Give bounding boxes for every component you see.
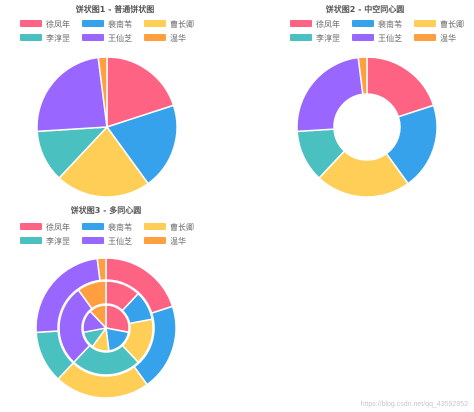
legend-swatch-5[interactable]: [414, 34, 436, 41]
legend-swatch-5[interactable]: [144, 237, 166, 244]
chart-1-slices: [36, 56, 178, 198]
legend-swatch-1[interactable]: [82, 223, 104, 230]
legend-label-1[interactable]: 裴南苇: [108, 19, 132, 29]
slice-徐凤年-ring-2[interactable]: [105, 304, 130, 334]
legend-label-1[interactable]: 裴南苇: [108, 222, 132, 232]
legend-label-1[interactable]: 裴南苇: [378, 19, 402, 29]
legend-swatch-2[interactable]: [414, 20, 436, 27]
legend-swatch-4[interactable]: [352, 34, 374, 41]
legend-swatch-2[interactable]: [144, 223, 166, 230]
legend-label-4[interactable]: 王仙芝: [108, 236, 132, 246]
slice-温华-ring-0[interactable]: [96, 257, 107, 282]
legend-label-0[interactable]: 徐凤年: [46, 19, 70, 29]
watermark: https://blog.csdn.net/qq_43592852: [360, 401, 468, 408]
legend-label-0[interactable]: 徐凤年: [316, 19, 340, 29]
legend-swatch-4[interactable]: [82, 34, 104, 41]
legend-swatch-2[interactable]: [144, 20, 166, 27]
slice-徐凤年-ring-0[interactable]: [106, 56, 175, 129]
legend-label-5[interactable]: 温华: [170, 33, 186, 43]
legend-swatch-1[interactable]: [352, 20, 374, 27]
chart-3-slices: [35, 257, 177, 399]
legend-label-4[interactable]: 王仙芝: [108, 33, 132, 43]
slice-曹长卿-ring-0[interactable]: [58, 125, 150, 198]
legend-swatch-0[interactable]: [20, 223, 42, 230]
chart-3-title: 饼状图3 - 多同心圆: [71, 205, 141, 215]
legend-swatch-4[interactable]: [82, 237, 104, 244]
slice-温华-ring-0[interactable]: [357, 56, 368, 96]
legend-label-0[interactable]: 徐凤年: [46, 222, 70, 232]
slice-温华-ring-1[interactable]: [77, 280, 107, 310]
chart-2-title: 饼状图2 - 中空同心圆: [326, 4, 404, 14]
slice-温华-ring-2[interactable]: [89, 304, 107, 330]
slice-裴南苇-ring-0[interactable]: [105, 104, 178, 185]
legend-swatch-3[interactable]: [290, 34, 312, 41]
legend-label-2[interactable]: 曹长卿: [170, 222, 194, 232]
legend-swatch-0[interactable]: [20, 20, 42, 27]
legend-swatch-1[interactable]: [82, 20, 104, 27]
slice-王仙芝-ring-0[interactable]: [296, 56, 364, 133]
legend-label-5[interactable]: 温华: [170, 236, 186, 246]
chart-1-title: 饼状图1 - 普通饼状图: [76, 4, 154, 14]
chart-2-slices: [296, 56, 438, 198]
legend-swatch-3[interactable]: [20, 34, 42, 41]
legend-swatch-5[interactable]: [144, 34, 166, 41]
legend-label-4[interactable]: 王仙芝: [378, 33, 402, 43]
legend-label-5[interactable]: 温华: [440, 33, 456, 43]
legend-label-2[interactable]: 曹长卿: [440, 19, 464, 29]
slice-王仙芝-ring-0[interactable]: [36, 56, 108, 133]
legend-swatch-0[interactable]: [290, 20, 312, 27]
legend-label-3[interactable]: 李淳罡: [46, 33, 70, 43]
legend-label-2[interactable]: 曹长卿: [170, 19, 194, 29]
slice-温华-ring-0[interactable]: [97, 56, 108, 128]
legend-label-3[interactable]: 李淳罡: [46, 236, 70, 246]
legend-swatch-3[interactable]: [20, 237, 42, 244]
legend-label-3[interactable]: 李淳罡: [316, 33, 340, 43]
